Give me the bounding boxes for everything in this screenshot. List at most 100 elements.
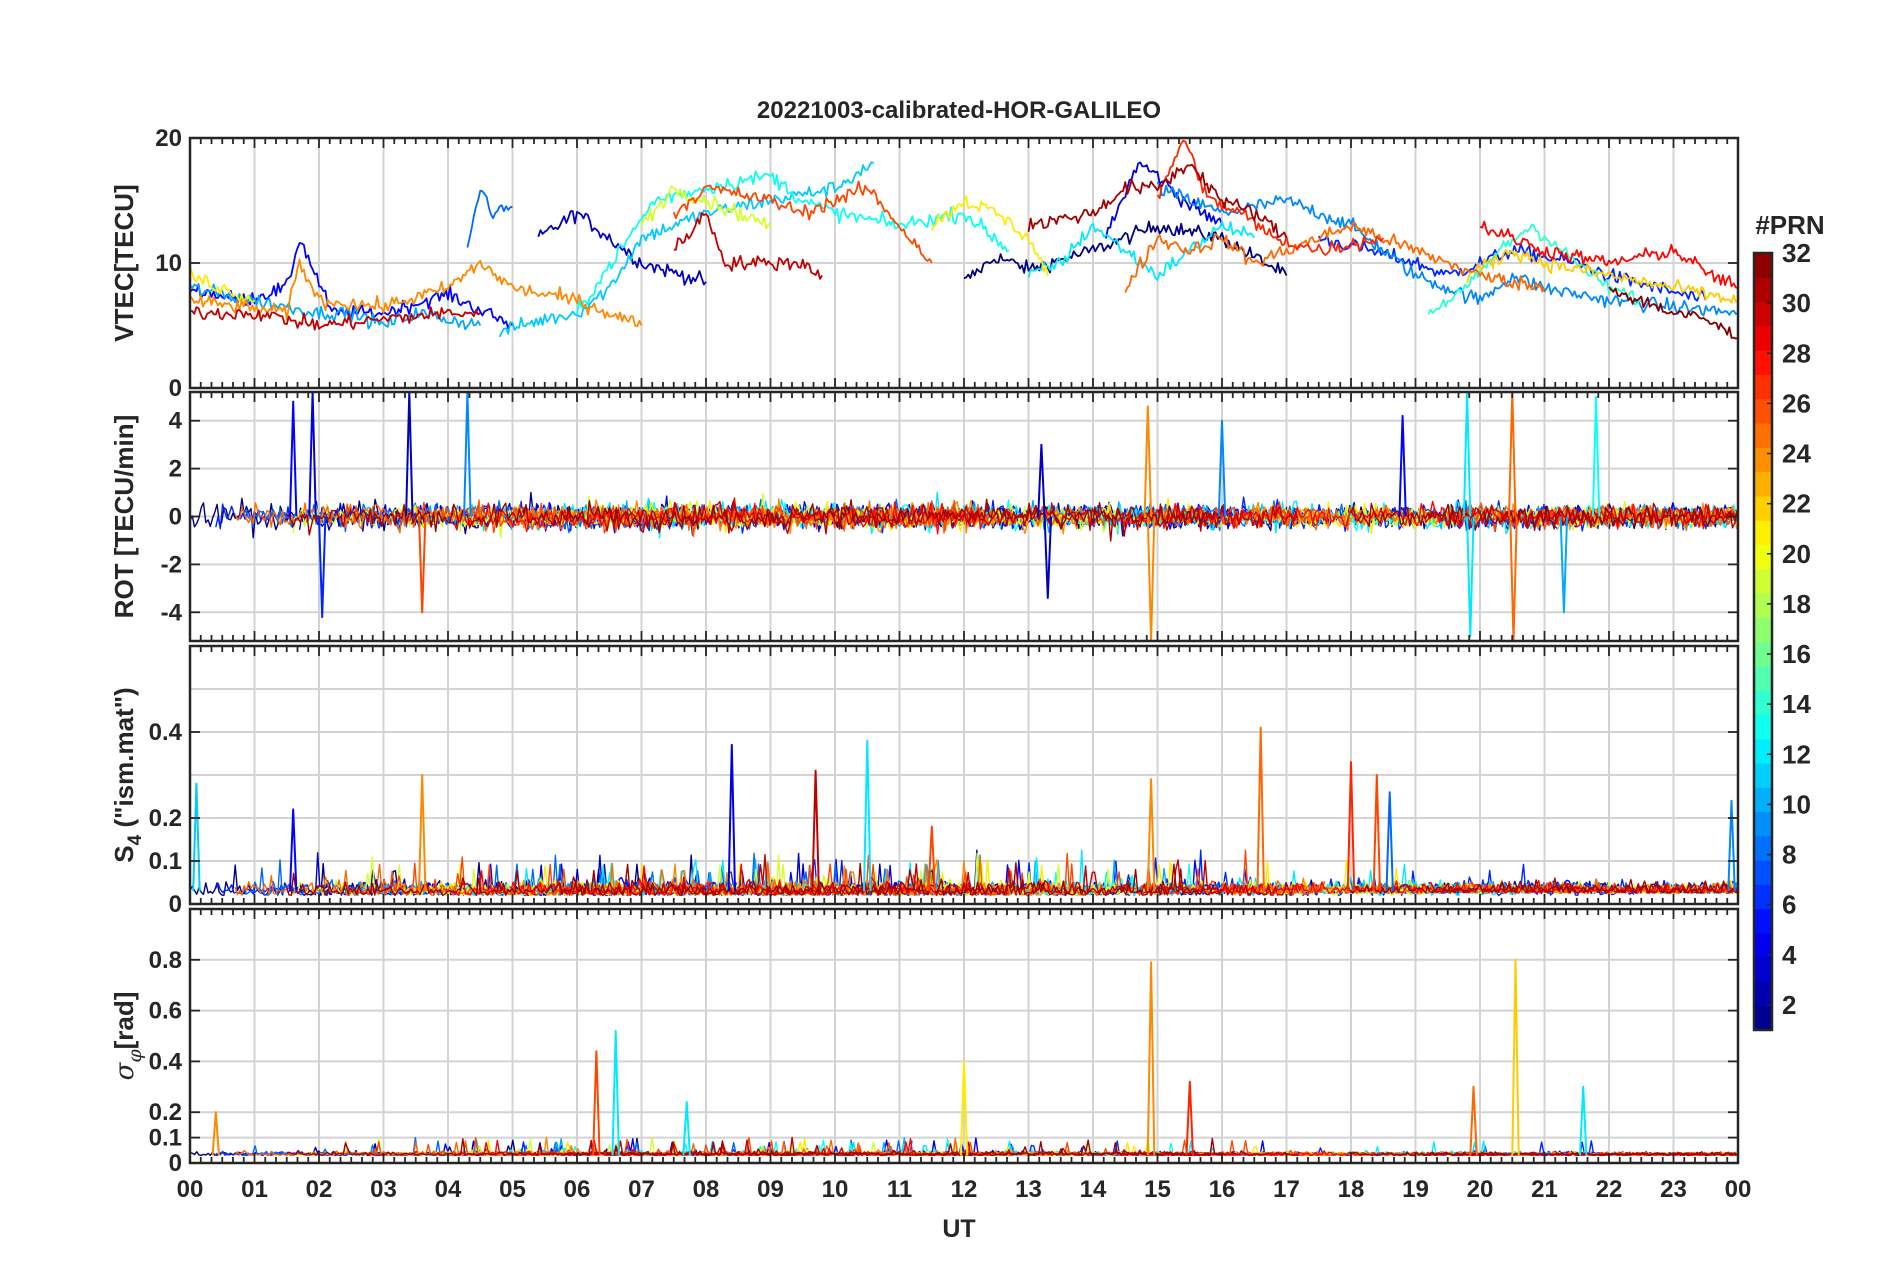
x-tick-label: 15 [1144,1176,1171,1203]
colorbar-band [1754,544,1772,570]
spike-prn-25 [1508,392,1517,517]
vtec-series-prn-19 [640,185,771,230]
colorbar-band [1754,592,1772,618]
spike-prn-25 [1256,726,1265,892]
y-tick-label: 0.1 [149,1125,182,1152]
y-tick-label: 0.1 [149,848,182,875]
y-tick-label: 0.2 [149,1099,182,1126]
spike-prn-4 [727,743,736,892]
y-tick-label: 4 [169,408,183,435]
vtec-series-prn-11 [498,161,875,338]
colorbar-tick-label: 2 [1782,990,1796,1020]
colorbar-band [1754,1005,1772,1031]
y-tick-label: -4 [161,599,183,626]
colorbar-band [1754,787,1772,813]
panel-3: 00.10.20.4S4 ("ism.mat") [109,644,1740,918]
y-label-rest: ("ism.mat") [109,687,139,834]
colorbar-band [1754,374,1772,400]
x-tick-label: 11 [887,1176,912,1203]
colorbar-tick-label: 16 [1782,639,1811,669]
y-tick-label: 0 [169,504,182,531]
colorbar-band [1754,641,1772,667]
x-ticks [189,137,1739,389]
x-ticks [189,909,1739,1164]
vtec-series-prn-27 [1156,139,1385,256]
spike-prn-24 [1146,516,1156,641]
colorbar-band [1754,253,1772,278]
grid [190,909,1738,1163]
y-tick-label: 0 [169,375,182,402]
spike-prn-24 [1146,961,1156,1156]
colorbar-tick-label: 6 [1782,890,1796,920]
x-tick-label: 12 [951,1176,978,1203]
y-label-subscript: φ [124,1049,146,1063]
spike-prn-10 [1559,516,1569,614]
x-tick-label: 23 [1660,1176,1687,1203]
vtec-series-prn-9 [1156,181,1738,317]
series-group [190,392,1738,641]
y-tick-label: 10 [155,250,182,277]
y-tick-label: 0.4 [149,1048,183,1075]
colorbar-band [1754,422,1772,448]
spike-prn-21 [959,1060,969,1156]
colorbar-tick-label: 24 [1782,439,1811,469]
colorbar-band [1754,398,1772,424]
panel-2: -4 -2 0 2 4 ROT [TECU/min] [109,390,1740,643]
vtec-series-prn-24 [190,258,643,327]
noise-trace-prn-31 [286,862,1738,897]
colorbar-band [1754,932,1772,958]
spike-prn-5 [289,400,298,517]
colorbar-tick-label: 8 [1782,840,1796,870]
spike-prn-3 [1037,443,1046,517]
x-tick-label: 08 [693,1176,720,1203]
colorbar-band [1754,908,1772,934]
colorbar-band [1754,325,1772,351]
colorbar-label: #PRN [1755,210,1824,240]
vtec-series-prn-26 [672,180,933,264]
spike-prn-27 [1185,1080,1194,1156]
colorbar-tick-label: 32 [1782,238,1811,268]
colorbar-band [1754,350,1772,376]
spike-prn-27 [1346,761,1356,892]
colorbar-band [1754,471,1772,497]
grid [190,138,1738,388]
y-label-rest: [rad] [109,992,139,1050]
spike-prn-9 [1217,419,1227,517]
x-tick-label: 14 [1080,1176,1107,1203]
x-axis-label: UT [942,1215,975,1243]
colorbar-band [1754,617,1772,643]
spike-prn-24 [1143,405,1153,517]
vtec-series-prn-14 [1427,223,1642,315]
x-tick-label: 03 [370,1176,397,1203]
vtec-series-prn-32 [1608,286,1738,340]
y-tick-label: 2 [169,456,182,483]
colorbar-band [1754,884,1772,910]
spike-prn-26 [1372,774,1381,892]
x-tick-label: 10 [822,1176,849,1203]
colorbar-band [1754,665,1772,691]
colorbar-tick-label: 14 [1782,689,1811,719]
colorbar-tick-label: 20 [1782,539,1811,569]
colorbar-band [1754,714,1772,740]
x-tick-label: 13 [1015,1176,1042,1203]
panel-4: 00.10.20.40.60.8σφ[rad]00 01 02 03 04 05 06 07 0… [109,907,1751,1203]
vtec-series-prn-21 [930,195,1049,276]
colorbar-band [1754,447,1772,473]
vtec-series-prn-25 [1124,221,1546,293]
x-tick-label: 17 [1273,1176,1300,1203]
spike-prn-3 [405,392,414,517]
x-tick-label: 18 [1338,1176,1365,1203]
x-tick-label: 16 [1209,1176,1236,1203]
x-tick-label: 06 [564,1176,591,1203]
colorbar-band [1754,568,1772,594]
chart-title: 20221003-calibrated-HOR-GALILEO [757,97,1161,124]
y-label-subscript: 4 [125,834,146,845]
colorbar-tick-label: 18 [1782,589,1811,619]
colorbar-tick-label: 28 [1782,338,1811,368]
colorbar-band [1754,860,1772,885]
spike-prn-12 [1466,516,1475,638]
x-tick-label: 07 [628,1176,655,1203]
